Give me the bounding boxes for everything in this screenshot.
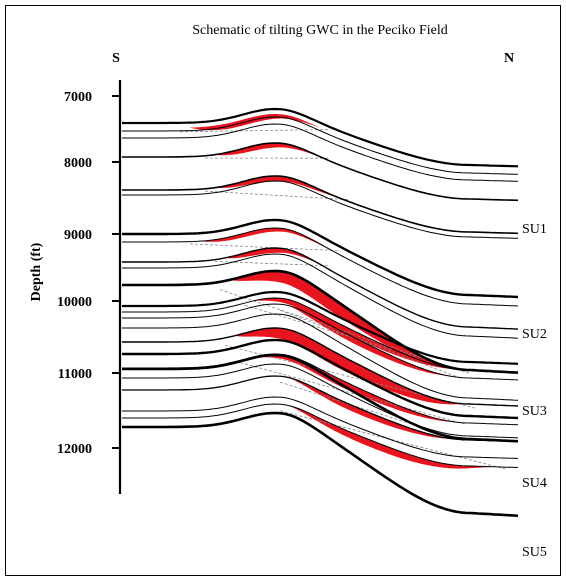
horizon-line-22	[122, 396, 519, 459]
horizon-line-13	[122, 297, 519, 373]
gwc-line-8	[279, 309, 461, 379]
gas-body-8	[290, 306, 449, 377]
depth-axis-ticks	[112, 95, 120, 449]
direction-north-label: N	[504, 51, 514, 66]
unit-label-su2: SU2	[522, 327, 547, 342]
horizon-line-19	[122, 353, 519, 443]
gas-bodies	[190, 114, 494, 469]
horizon-line-15	[122, 313, 519, 401]
horizon-line-23	[122, 403, 519, 468]
gwc-line-3	[204, 190, 351, 201]
stratigraphic-horizons	[122, 107, 519, 518]
horizon-line-17	[122, 338, 519, 420]
gas-water-contacts	[179, 129, 506, 470]
gwc-line-6	[219, 289, 471, 374]
horizon-line-7	[122, 218, 519, 299]
depth-axis-label: Depth (ft)	[29, 242, 44, 301]
horizon-line-24	[122, 411, 519, 518]
tick-label-10000: 10000	[57, 295, 92, 310]
unit-label-su3: SU3	[522, 404, 547, 419]
unit-label-su5: SU5	[522, 545, 547, 560]
tick-label-12000: 12000	[57, 442, 92, 457]
horizon-line-20	[122, 363, 519, 439]
horizon-line-1	[122, 107, 519, 168]
gas-body-4	[200, 228, 329, 250]
horizon-line-10	[122, 253, 519, 339]
horizon-line-6	[122, 180, 519, 239]
horizon-line-16	[122, 327, 519, 407]
diagram-title: Schematic of tilting GWC in the Peciko F…	[192, 23, 447, 38]
tick-label-9000: 9000	[64, 228, 92, 243]
unit-label-su4: SU4	[522, 476, 547, 491]
horizon-line-8	[122, 227, 519, 307]
tick-label-8000: 8000	[64, 156, 92, 171]
gwc-line-4	[189, 243, 341, 252]
gwc-line-1	[179, 129, 331, 133]
unit-label-su1: SU1	[522, 222, 547, 237]
diagram-frame	[5, 5, 561, 576]
horizon-line-21	[122, 375, 519, 443]
tick-label-11000: 11000	[58, 367, 92, 382]
tick-label-7000: 7000	[64, 90, 92, 105]
horizon-line-14	[122, 303, 519, 381]
gwc-line-10	[239, 362, 466, 425]
horizon-line-2	[122, 116, 519, 175]
gas-body-9	[235, 328, 463, 405]
gas-body-7	[255, 298, 453, 369]
horizon-line-4	[122, 142, 519, 202]
horizon-line-11	[122, 269, 519, 374]
direction-south-label: S	[112, 51, 120, 66]
horizon-line-5	[122, 175, 519, 235]
horizon-line-3	[122, 123, 519, 182]
horizon-line-9	[122, 247, 519, 330]
horizon-line-12	[122, 290, 519, 365]
gas-body-10	[250, 354, 454, 423]
